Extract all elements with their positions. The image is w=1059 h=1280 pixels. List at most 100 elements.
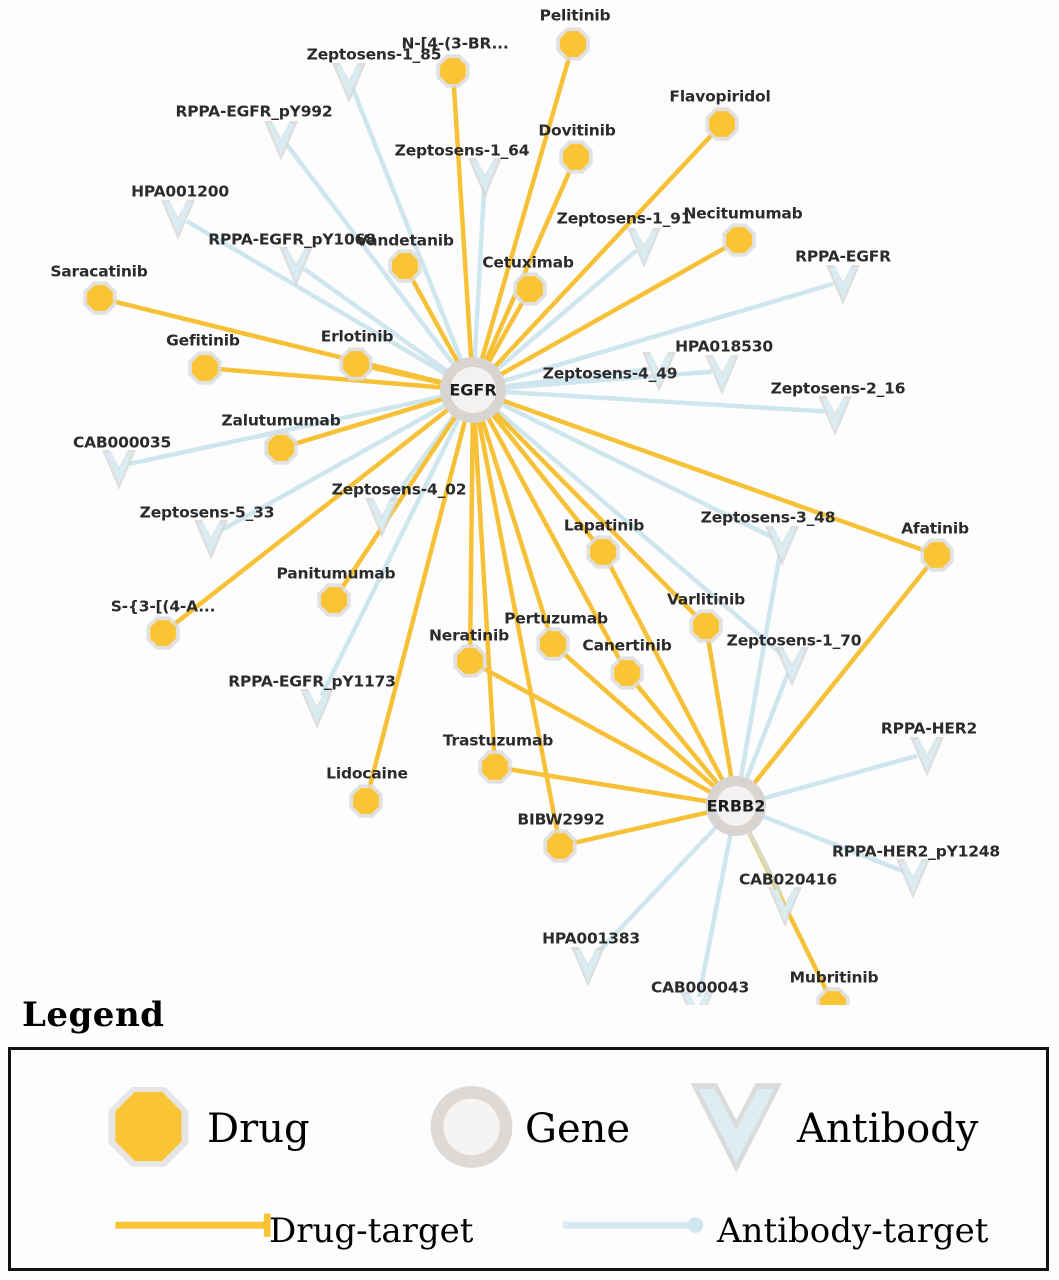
- drug-node[interactable]: [146, 616, 180, 650]
- gene-node[interactable]: [706, 776, 766, 836]
- legend-drug-icon: [108, 1086, 189, 1167]
- antibody-node[interactable]: [279, 247, 313, 287]
- antibody-node[interactable]: [775, 647, 809, 687]
- network-canvas[interactable]: N-[4-(3-BR... Pelitinib Flavopiridol Doviti…: [0, 0, 1059, 1005]
- drug-node[interactable]: [559, 140, 593, 174]
- antibody-node[interactable]: [161, 200, 195, 240]
- antibody-node-label: Zeptosens-4_49: [542, 364, 678, 383]
- drug-node-label: Lapatinib: [563, 516, 645, 535]
- antibody-node-label: CAB000035: [72, 433, 172, 452]
- drug-node[interactable]: [705, 107, 739, 141]
- drug-node-label: Saracatinib: [50, 262, 148, 281]
- drug-node[interactable]: [339, 347, 373, 381]
- antibody-node[interactable]: [705, 355, 739, 395]
- gene-node-label: EGFR: [449, 380, 497, 400]
- antibody-node[interactable]: [818, 396, 852, 436]
- antibody-node-label: Zeptosens-1_64: [394, 141, 530, 160]
- legend-svg: [108, 1083, 783, 1237]
- drug-node[interactable]: [722, 223, 756, 257]
- drug-node-label: Necitumumab: [683, 204, 803, 223]
- antibody-node-label: Zeptosens-1_85: [306, 45, 442, 64]
- antibody-node[interactable]: [300, 689, 334, 729]
- antibody-node-label: Zeptosens-1_91: [556, 209, 692, 228]
- drug-node[interactable]: [586, 535, 620, 569]
- drug-node[interactable]: [264, 431, 298, 465]
- drug-node-label: S-{3-[(4-A...: [110, 597, 216, 616]
- drug-node-label: Dovitinib: [538, 121, 616, 140]
- drug-node[interactable]: [513, 272, 547, 306]
- antibody-node[interactable]: [642, 352, 676, 392]
- legend-label-drug: Drug: [207, 1106, 310, 1152]
- legend-title: Legend: [22, 995, 165, 1035]
- antibody-node[interactable]: [102, 450, 136, 490]
- antibody-node[interactable]: [571, 947, 605, 987]
- legend-label-gene: Gene: [525, 1106, 631, 1152]
- antibody-node[interactable]: [910, 737, 944, 777]
- drug-node[interactable]: [453, 644, 487, 678]
- antibody-node[interactable]: [680, 991, 714, 1005]
- antibody-node-label: RPPA-HER2_pY1248: [832, 842, 1000, 861]
- nodes-layer[interactable]: [83, 27, 954, 1005]
- drug-node[interactable]: [188, 351, 222, 385]
- drug-node-label: Vandetanib: [356, 231, 454, 250]
- drug-node-label: Trastuzumab: [442, 731, 554, 750]
- drug-node[interactable]: [610, 656, 644, 690]
- network-graph-svg[interactable]: [0, 0, 1059, 1005]
- drug-node-label: Pelitinib: [539, 6, 611, 25]
- antibody-node-label: CAB000043: [650, 978, 750, 997]
- antibody-node-label: Zeptosens-2_16: [770, 379, 906, 398]
- antibody-node-label: Zeptosens-3_48: [700, 508, 836, 527]
- antibody-node-label: HPA001383: [542, 929, 640, 948]
- antibody-node[interactable]: [468, 158, 502, 198]
- gene-node-label: ERBB2: [706, 796, 766, 816]
- drug-node[interactable]: [689, 609, 723, 643]
- drug-node[interactable]: [920, 538, 954, 572]
- drug-node[interactable]: [556, 27, 590, 61]
- antibody-node-label: Zeptosens-4_02: [331, 480, 467, 499]
- antibody-node[interactable]: [826, 265, 860, 305]
- drug-node-label: Cetuximab: [482, 253, 574, 272]
- drug-node-label: N-[4-(3-BR...: [401, 34, 509, 53]
- antibody-node[interactable]: [332, 63, 366, 103]
- antibody-node-label: CAB020416: [738, 870, 838, 889]
- drug-node-label: Canertinib: [582, 636, 672, 655]
- drug-node-label: Panitumumab: [276, 564, 396, 583]
- drug-node[interactable]: [543, 829, 577, 863]
- antibody-node[interactable]: [768, 887, 802, 927]
- antibody-node-label: RPPA-EGFR: [795, 247, 891, 266]
- antibody-node[interactable]: [194, 520, 228, 560]
- drug-node[interactable]: [536, 627, 570, 661]
- drug-node-label: Afatinib: [901, 519, 969, 538]
- antibody-node[interactable]: [365, 498, 399, 538]
- legend-gene-icon: [430, 1086, 513, 1168]
- gene-node[interactable]: [440, 357, 506, 423]
- drug-node-label: Mubritinib: [789, 968, 879, 987]
- edges-layer: [108, 52, 933, 998]
- legend-label-antibody: Antibody: [797, 1106, 979, 1152]
- drug-node[interactable]: [317, 583, 351, 617]
- antibody-node-label: HPA001200: [131, 182, 229, 201]
- drug-node-label: Gefitinib: [166, 331, 240, 350]
- legend-label-antibody-target: Antibody-target: [717, 1211, 989, 1251]
- drug-node[interactable]: [349, 784, 383, 818]
- drug-node[interactable]: [478, 750, 512, 784]
- antibody-node[interactable]: [627, 228, 661, 268]
- antibody-node-label: RPPA-EGFR_pY1173: [228, 672, 396, 691]
- antibody-node[interactable]: [896, 859, 930, 899]
- drug-node-label: Zalutumumab: [221, 411, 341, 430]
- legend-antibody-icon: [690, 1083, 783, 1173]
- drug-node-label: Flavopiridol: [669, 87, 771, 106]
- drug-node[interactable]: [816, 987, 850, 1005]
- antibody-node[interactable]: [765, 526, 799, 566]
- antibody-node-label: RPPA-EGFR_pY1068: [208, 230, 376, 249]
- legend-label-drug-target: Drug-target: [269, 1211, 474, 1251]
- drug-node[interactable]: [436, 54, 470, 88]
- drug-node[interactable]: [83, 281, 117, 315]
- antibody-node-label: Zeptosens-5_33: [139, 503, 275, 522]
- drug-node-label: Erlotinib: [320, 327, 394, 346]
- antibody-node[interactable]: [264, 121, 298, 161]
- drug-node-label: Pertuzumab: [504, 609, 608, 628]
- drug-node-label: Varlitinib: [666, 590, 746, 609]
- drug-node[interactable]: [388, 249, 422, 283]
